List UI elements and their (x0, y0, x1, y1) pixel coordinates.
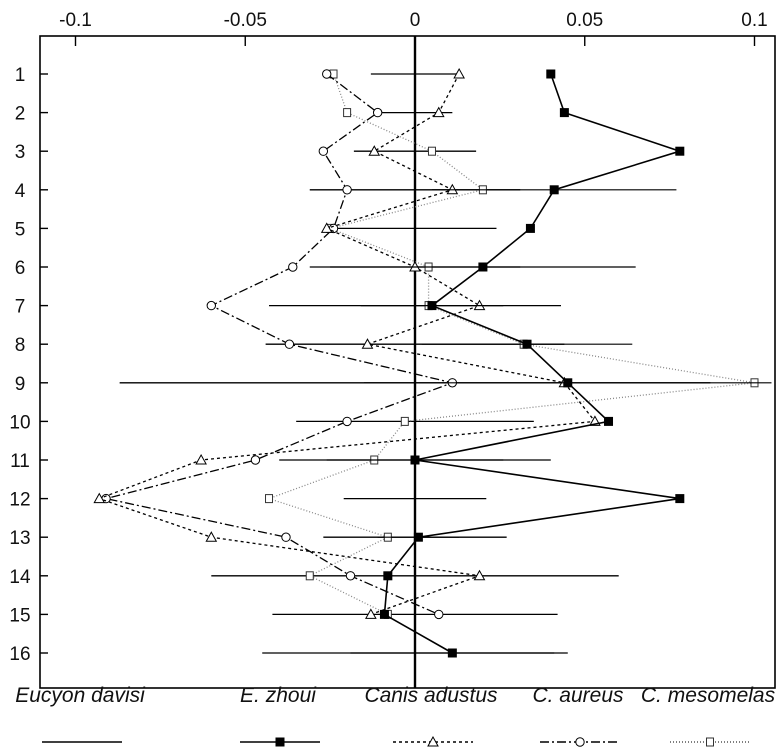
x-tick-label: 0.05 (566, 10, 603, 31)
data-point (250, 455, 261, 465)
data-point (478, 262, 488, 272)
data-point (265, 494, 274, 504)
y-tick-label: 5 (15, 219, 26, 240)
data-point (473, 569, 486, 581)
data-point (410, 455, 420, 465)
data-point (195, 453, 207, 465)
x-tick-label: -0.05 (224, 10, 267, 31)
y-tick-label: 4 (15, 181, 26, 202)
data-point (400, 416, 409, 426)
data-point (342, 185, 352, 195)
y-tick-label: 12 (9, 490, 30, 511)
series-e-zhoui (279, 69, 772, 658)
data-point (343, 108, 352, 118)
series-layer (93, 67, 772, 658)
legend-entry: C. aureus (532, 684, 624, 747)
y-tick-label: 11 (10, 451, 30, 472)
data-point (427, 146, 436, 156)
y-tick-label: 15 (9, 605, 30, 626)
legend-label: Eucyon davisi (15, 684, 146, 707)
data-point (453, 67, 465, 79)
y-tick-label: 14 (9, 567, 31, 588)
y-tick-label: 8 (15, 335, 26, 356)
data-point (205, 531, 218, 542)
legend-label: E. zhoui (240, 684, 317, 707)
x-tick-label: 0 (410, 10, 421, 31)
data-point (281, 532, 291, 542)
data-point (559, 108, 569, 118)
data-point (345, 571, 356, 581)
data-point (368, 145, 381, 156)
data-point (93, 492, 106, 504)
legend-marker (275, 737, 285, 747)
legend: Eucyon davisi E. zhoui Canis adustus C. aur… (15, 684, 776, 747)
data-point (447, 648, 457, 658)
legend-marker (706, 737, 714, 747)
data-point (322, 69, 332, 79)
y-tick-label: 10 (9, 412, 30, 433)
y-tick-label: 1 (15, 65, 26, 86)
data-point (427, 301, 437, 311)
y-tick-label: 16 (9, 644, 30, 665)
data-point (604, 416, 614, 426)
series-line (383, 73, 683, 654)
data-point (318, 146, 329, 156)
data-point (434, 609, 444, 620)
data-point (413, 532, 423, 542)
data-point (284, 339, 295, 349)
data-point (563, 378, 573, 388)
data-point (675, 146, 685, 156)
legend-marker (427, 735, 439, 747)
legend-label: C. aureus (532, 684, 624, 707)
data-point (546, 69, 556, 79)
y-tick-label: 3 (15, 142, 26, 163)
data-point (525, 223, 535, 233)
legend-entry: Canis adustus (364, 684, 498, 747)
data-point (320, 222, 333, 233)
legend-entry: C. mesomelas (641, 684, 776, 747)
y-tick-label: 7 (15, 297, 26, 318)
y-tick-label: 9 (15, 374, 26, 395)
data-point (383, 571, 393, 581)
legend-entry: E. zhoui (240, 684, 320, 747)
x-tick-label: -0.1 (59, 10, 92, 31)
y-tick-label: 13 (9, 528, 30, 549)
legend-entry: Eucyon davisi (15, 684, 146, 743)
reference-series (119, 36, 711, 688)
series-line (97, 73, 597, 616)
data-point (361, 338, 374, 349)
x-tick-label: 0.1 (741, 10, 767, 31)
data-point (372, 107, 383, 118)
y-tick-label: 2 (15, 104, 26, 125)
data-point (675, 494, 685, 504)
data-point (432, 106, 445, 118)
data-point (365, 608, 377, 619)
data-point (305, 571, 314, 581)
legend-label: Canis adustus (364, 684, 498, 707)
data-point (288, 262, 298, 272)
plot-frame (39, 35, 776, 689)
data-point (522, 339, 532, 349)
legend-marker (575, 737, 585, 747)
data-point (206, 300, 217, 311)
data-point (549, 185, 559, 195)
legend-label: C. mesomelas (641, 684, 776, 707)
y-tick-label: 6 (15, 258, 26, 279)
data-point (342, 416, 352, 427)
data-point (379, 609, 389, 619)
axes (39, 35, 776, 689)
